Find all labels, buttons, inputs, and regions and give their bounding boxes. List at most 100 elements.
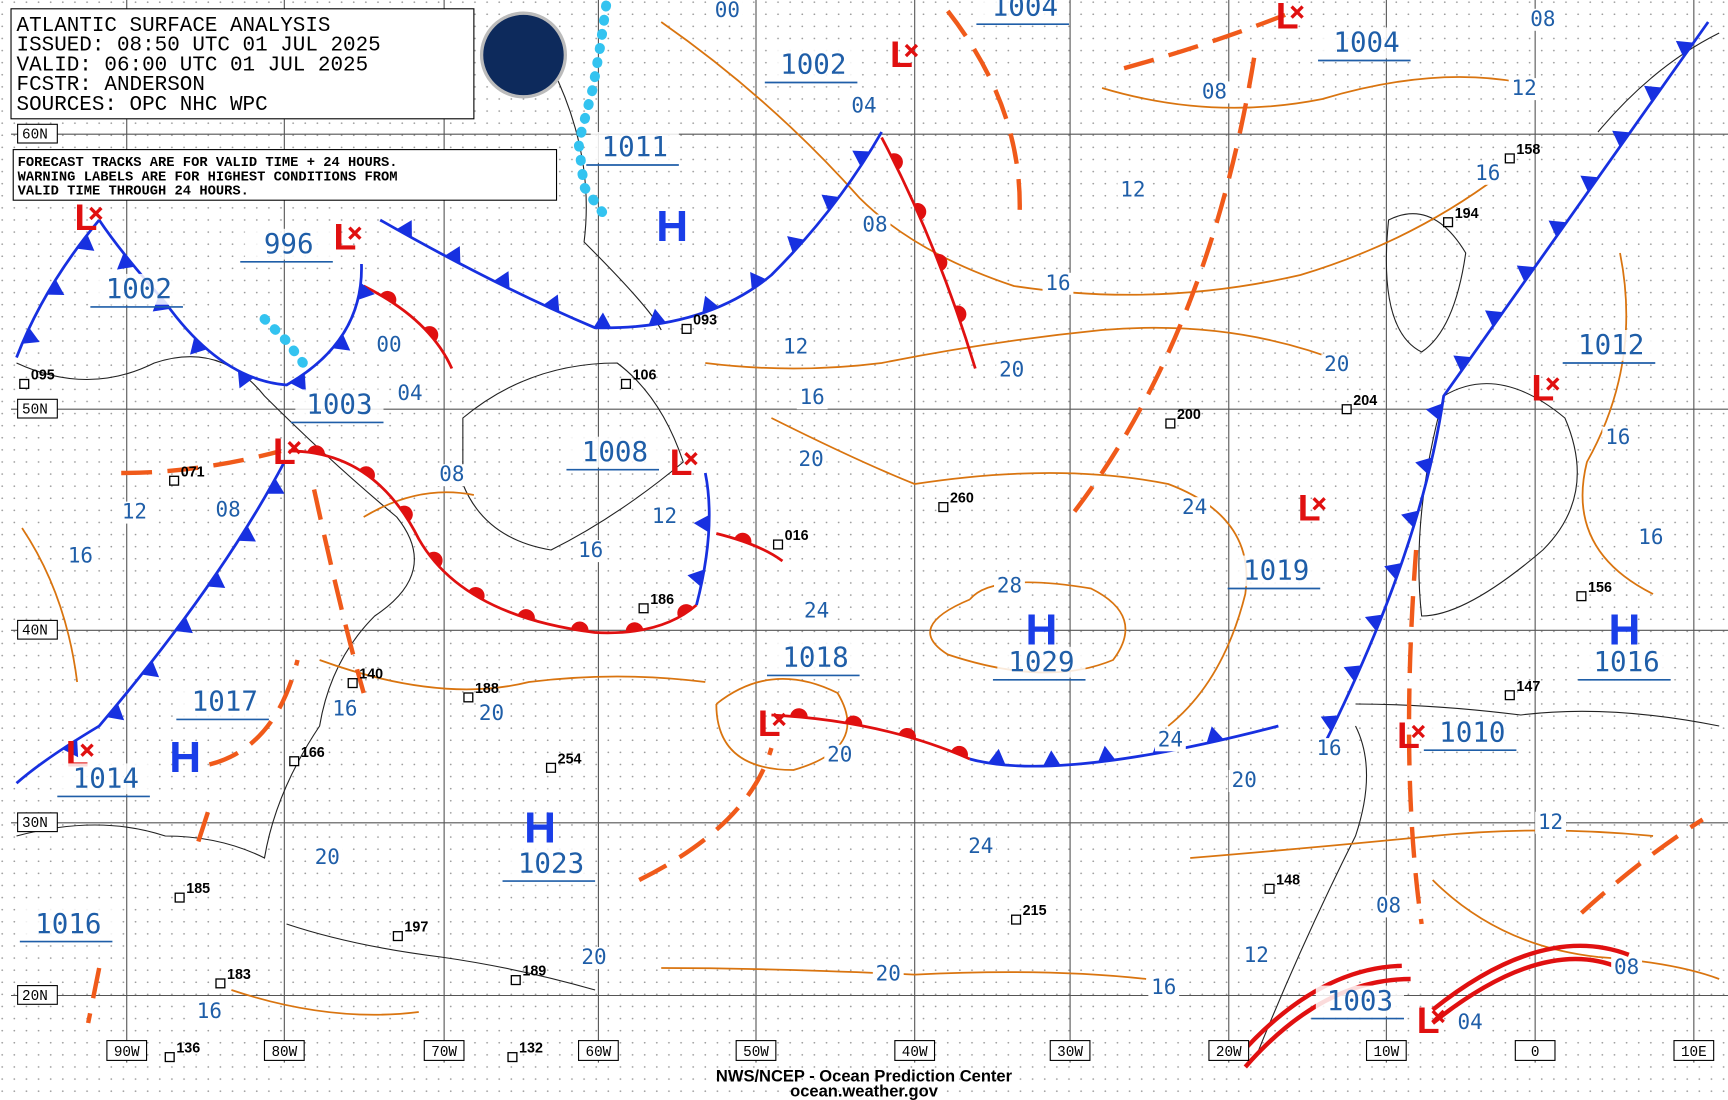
isobar-label: 12 (1512, 76, 1537, 100)
isobar-label: 08 (862, 213, 887, 237)
station-pressure: 188 (475, 681, 499, 697)
isobar-label: 12 (1120, 177, 1145, 201)
pressure-label: 1016 (35, 908, 101, 940)
lon-label: 0 (1531, 1045, 1540, 1061)
station-symbol (347, 678, 358, 689)
warm-front-pip (951, 745, 968, 758)
isobar-label-bg (1321, 354, 1353, 377)
warm-front-pip (307, 445, 325, 456)
station-pressure: 166 (301, 745, 325, 761)
isobar-label-bg (1373, 895, 1404, 918)
low-center: L (333, 216, 356, 258)
station-symbol (638, 603, 649, 614)
pressure-label-bg (1582, 646, 1671, 678)
isobar-label-bg (795, 448, 827, 471)
isobar-label-bg (578, 947, 610, 970)
lon-label: 30W (1057, 1045, 1083, 1061)
station-symbol (1011, 914, 1022, 925)
low-marker-x (684, 452, 698, 466)
station-symbol (463, 692, 474, 703)
header-line: SOURCES: OPC NHC WPC (17, 94, 268, 117)
low-center: L (670, 441, 693, 483)
high-center: H (169, 733, 201, 782)
isobar-label: 20 (999, 358, 1024, 382)
isobar-label: 16 (578, 538, 603, 562)
high-center: H (1608, 606, 1640, 655)
station-symbol (510, 975, 521, 986)
isobar-label-bg (649, 506, 680, 528)
isobar-label-bg (373, 334, 405, 357)
lat-box (17, 123, 58, 144)
isobar-label: 00 (376, 332, 401, 356)
isobar-label-bg (796, 387, 828, 410)
cold-front-pip (396, 220, 412, 238)
isobar-label-bg (1179, 497, 1211, 520)
pressure-label: 996 (264, 228, 314, 260)
pressure-label-bg (506, 848, 596, 879)
low-marker-x (1290, 5, 1304, 19)
isobar-label: 20 (798, 447, 823, 471)
isobar-label: 16 (800, 385, 825, 409)
isobar-label: 12 (652, 504, 677, 528)
station-symbol (392, 931, 403, 942)
low-center: L (1276, 0, 1299, 37)
warm-front-pip (571, 621, 589, 632)
pressure-label-bg (590, 132, 679, 163)
header-line: VALID: 06:00 UTC 01 JUL 2025 (17, 54, 369, 77)
station-symbol (164, 1052, 175, 1063)
fronts (15, 21, 1710, 785)
lon-box (1673, 1040, 1715, 1061)
lat-box (17, 812, 58, 833)
cold-front-pip (106, 703, 125, 721)
header-line: FCSTR: ANDERSON (17, 74, 205, 97)
low-center: L (758, 702, 781, 744)
lon-box (1049, 1040, 1091, 1061)
isobar-label: 08 (1530, 7, 1555, 31)
pressure-label: 1002 (106, 273, 172, 305)
warm-front-pip (517, 609, 535, 621)
isobar-label-bg (711, 0, 743, 22)
warm-front-pip (380, 290, 397, 305)
cold-front-pip (1453, 355, 1472, 372)
low-center: L (75, 196, 98, 238)
station-pressure: 215 (1023, 903, 1047, 919)
station-symbol (174, 892, 185, 903)
isobar-label: 20 (1324, 352, 1349, 376)
station-symbol (169, 475, 180, 486)
isobars (21, 21, 1720, 1016)
low-marker-x (1431, 1009, 1445, 1024)
low-marker-x (287, 441, 301, 455)
station-symbol (1341, 404, 1352, 415)
lon-box (423, 1040, 465, 1061)
isobar-label: 08 (216, 497, 241, 521)
cold-front-pip (1097, 745, 1116, 763)
cold-front-pip (76, 234, 95, 251)
pressure-label: 1004 (1333, 27, 1399, 59)
pressure-label: 1017 (192, 686, 258, 718)
cold-front-pip (1675, 40, 1694, 57)
low-center: L (1298, 486, 1321, 528)
noaa-logo (479, 11, 567, 99)
isobar-label: 16 (197, 999, 222, 1023)
isobar-label: 16 (1475, 161, 1500, 185)
station-pressure: 140 (359, 667, 383, 683)
isobar-label: 20 (581, 945, 606, 969)
isobar-label-bg (575, 540, 607, 563)
isobar-label: 20 (876, 962, 901, 986)
cold-front-pip (750, 271, 767, 290)
isobar-label: 20 (479, 701, 504, 725)
cold-front-pip (693, 514, 710, 533)
isobar-label-bg (394, 382, 426, 405)
cold-front-pip (988, 748, 1006, 766)
lon-label: 10E (1681, 1045, 1707, 1061)
high-center: H (1026, 606, 1058, 655)
station-symbol (1264, 883, 1275, 894)
lon-label: 60W (586, 1045, 612, 1061)
cold-front-pip (1320, 715, 1339, 732)
isobar-label: 04 (851, 94, 876, 118)
warm-front-pip (898, 727, 916, 740)
isobar-label-bg (1635, 526, 1667, 549)
pressure-label-bg (24, 908, 113, 940)
station-pressure: 136 (176, 1041, 200, 1057)
